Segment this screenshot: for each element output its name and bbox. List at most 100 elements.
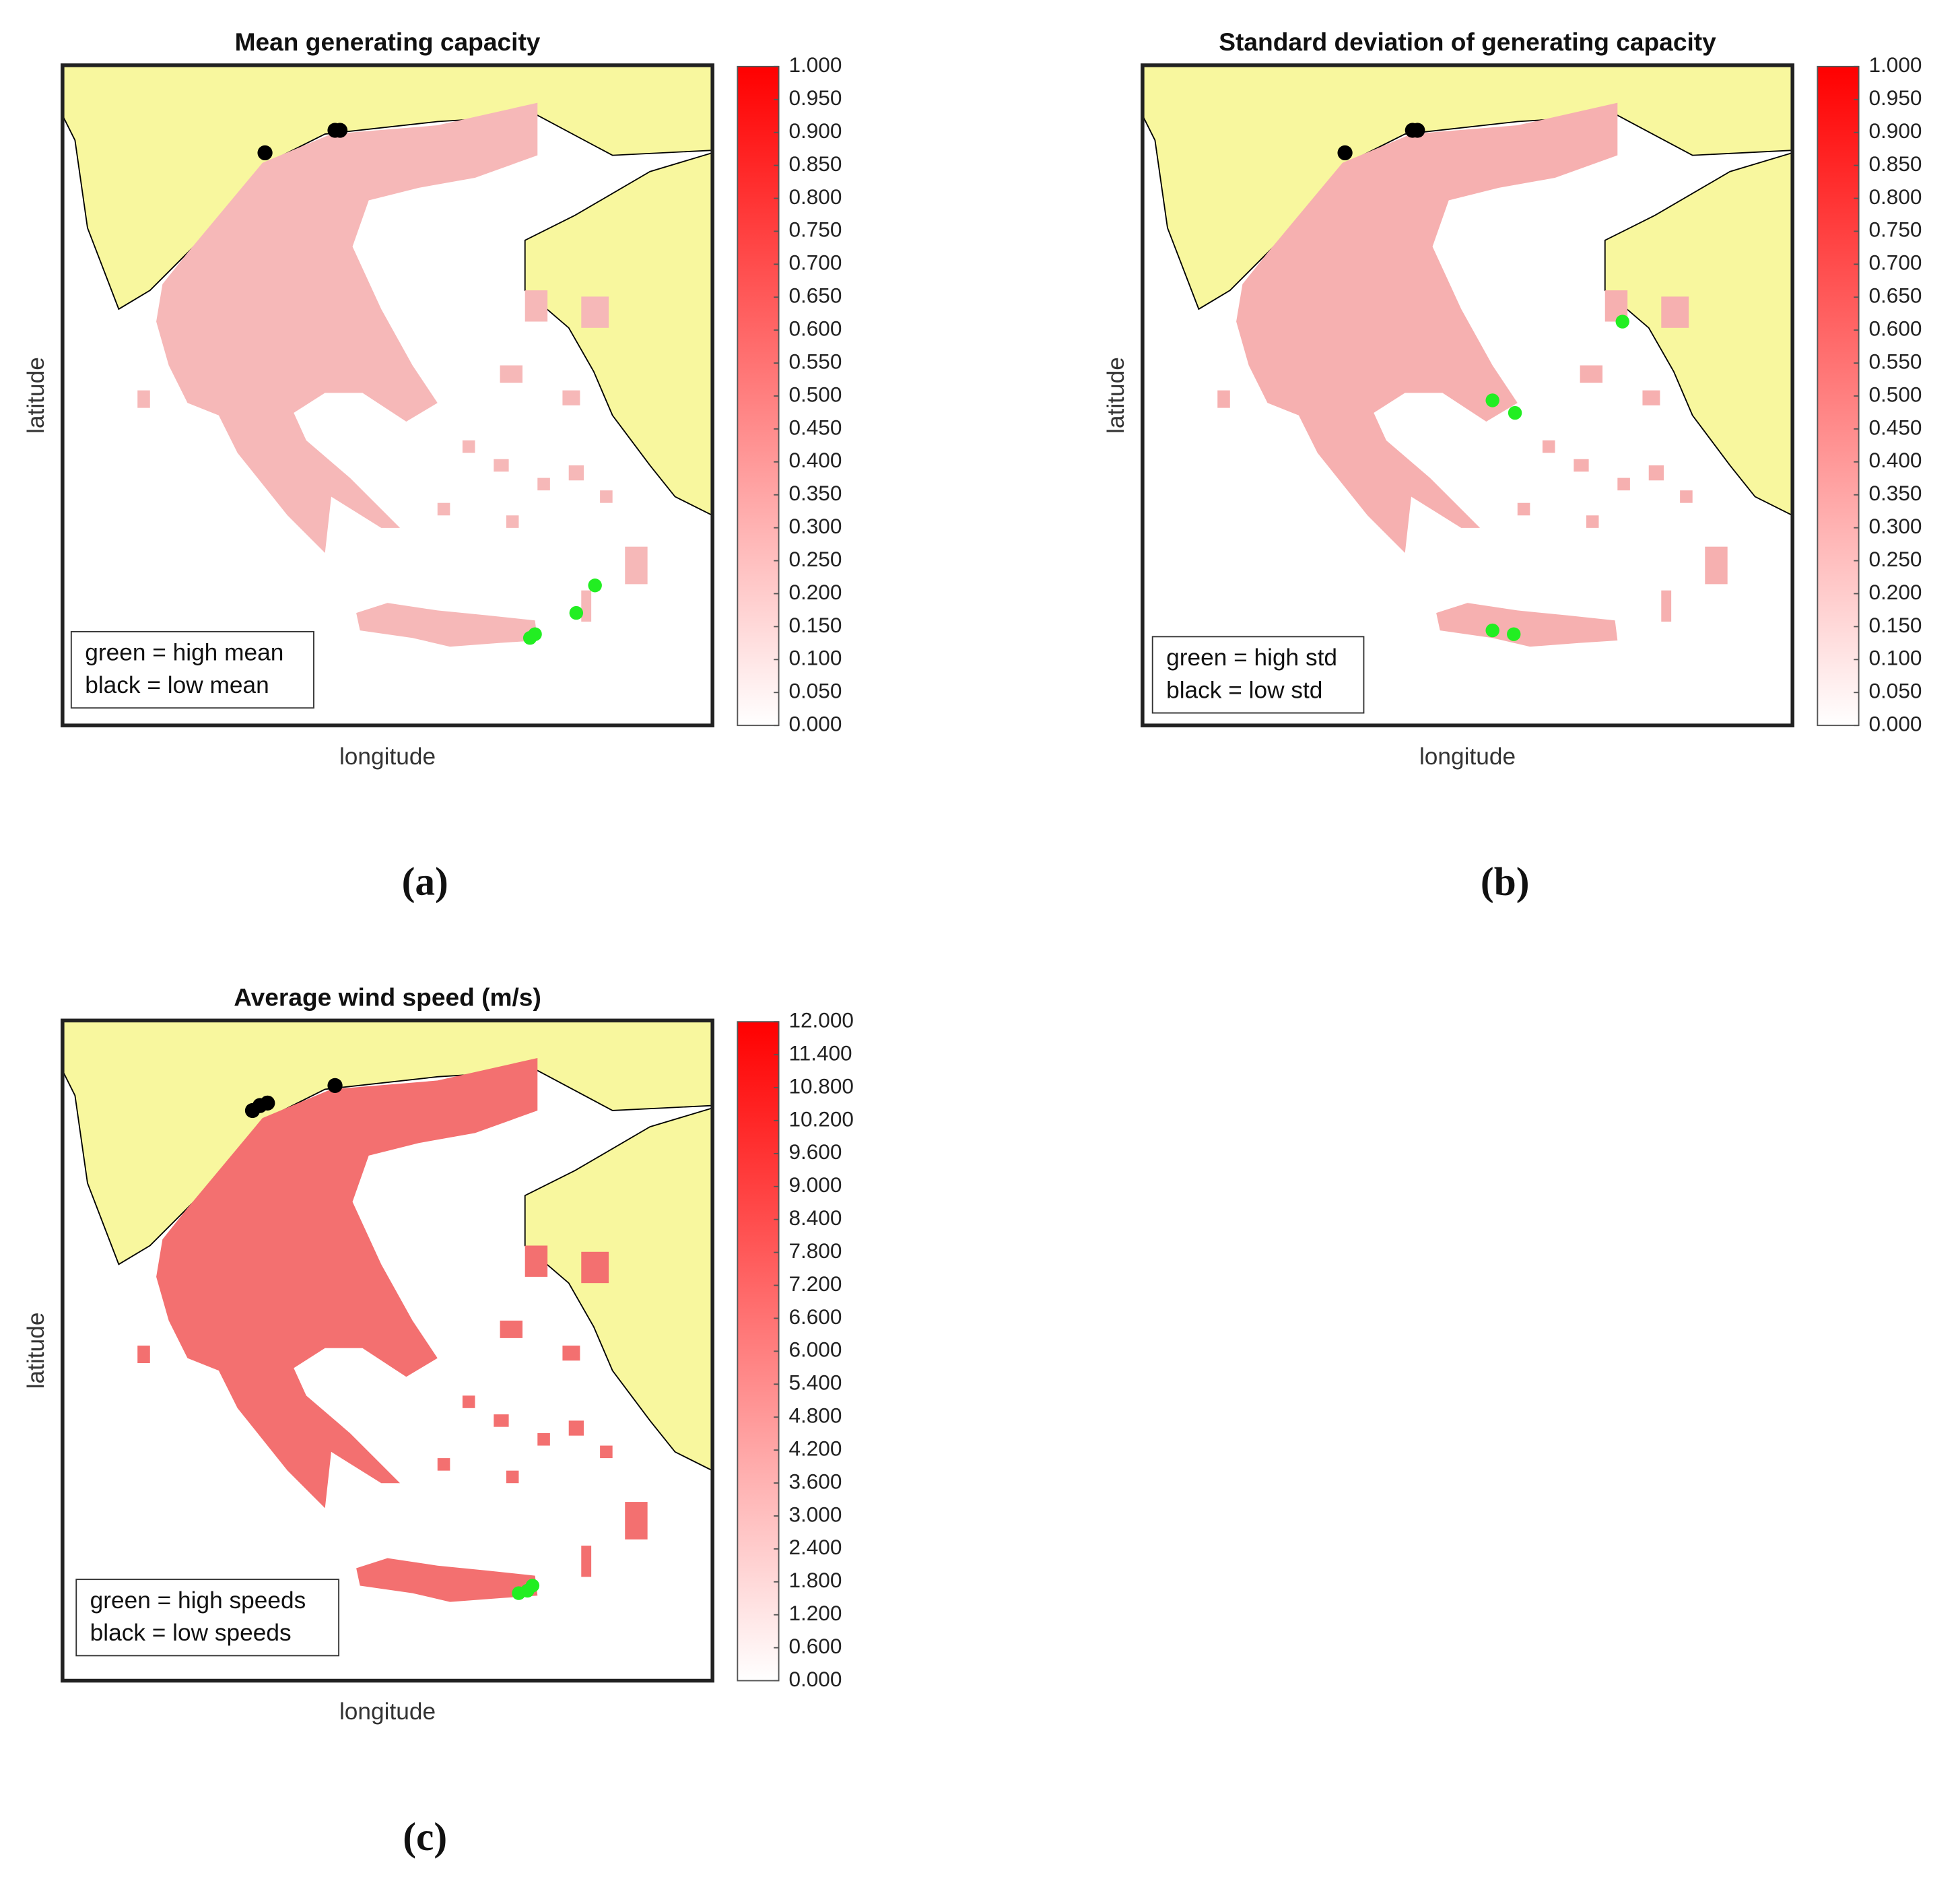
colorbar-tick-label: 0.300 xyxy=(788,514,842,538)
markers xyxy=(1337,123,1629,641)
panel-label: (b) xyxy=(1481,859,1530,903)
colorbar-tick-label: 0.600 xyxy=(1868,316,1922,340)
panel-label: (a) xyxy=(402,859,448,903)
legend-box xyxy=(1151,636,1365,714)
x-axis-label: longitude xyxy=(1419,744,1516,770)
colorbar-tick-label: 9.600 xyxy=(788,1140,842,1164)
high-marker xyxy=(1508,405,1522,420)
legend-box xyxy=(70,631,314,709)
colorbar-tick-label: 0.100 xyxy=(788,646,842,670)
x-axis-label: longitude xyxy=(339,1698,436,1725)
low-marker xyxy=(260,1095,275,1111)
colorbar-tick-label: 0.750 xyxy=(1868,218,1922,242)
colorbar-tick-label: 0.650 xyxy=(788,284,842,308)
high-marker xyxy=(569,605,584,620)
colorbar-tick-label: 0.700 xyxy=(1868,251,1922,275)
high-marker xyxy=(1485,623,1499,638)
colorbar-tick-label: 2.400 xyxy=(788,1535,842,1559)
panel: Mean generating capacity longitude latitud… xyxy=(23,28,842,903)
colorbar-tick-label: 0.000 xyxy=(1868,712,1922,736)
title: Average wind speed (m/s) xyxy=(234,983,541,1012)
low-marker xyxy=(332,123,348,138)
panel: Average wind speed (m/s) longitude latitud… xyxy=(23,983,854,1859)
colorbar-tick-label: 0.000 xyxy=(788,712,842,736)
colorbar-tick-label: 0.400 xyxy=(788,448,842,472)
colorbar-tick-label: 0.800 xyxy=(788,185,842,209)
colorbar-tick-label: 0.800 xyxy=(1868,185,1922,209)
colorbar-tick-label: 0.950 xyxy=(788,86,842,110)
legend-entry: green = high speeds xyxy=(90,1587,306,1614)
low-marker xyxy=(327,1078,343,1093)
colorbar-tick-label: 0.050 xyxy=(788,679,842,703)
high-marker xyxy=(528,627,542,641)
colorbar-tick-label: 0.150 xyxy=(788,613,842,637)
colorbar-tick-label: 0.550 xyxy=(1868,349,1922,373)
colorbar-tick-label: 0.500 xyxy=(1868,382,1922,406)
title: Mean generating capacity xyxy=(235,28,541,56)
colorbar-tick-label: 0.750 xyxy=(788,218,842,242)
map-frame xyxy=(1141,63,1795,727)
y-axis-label: latitude xyxy=(23,357,49,434)
colorbar-tick-label: 0.250 xyxy=(788,547,842,571)
colorbar-tick-label: 12.000 xyxy=(788,1008,854,1032)
y-axis-label: latitude xyxy=(23,1313,49,1389)
colorbar-tick-label: 8.400 xyxy=(788,1206,842,1230)
colorbar-tick-label: 0.000 xyxy=(788,1667,842,1691)
legend-entry: black = low mean xyxy=(85,672,269,698)
colorbar-tick-label: 9.000 xyxy=(788,1173,842,1197)
colorbar-tick-label: 7.800 xyxy=(788,1239,842,1263)
colorbar-tick-label: 0.450 xyxy=(788,415,842,439)
colorbar-tick-label: 0.250 xyxy=(1868,547,1922,571)
colorbar-tick-label: 1.200 xyxy=(788,1601,842,1625)
colorbar-tick-label: 0.400 xyxy=(1868,448,1922,472)
colorbar-tick-label: 11.400 xyxy=(788,1041,852,1065)
legend-entry: black = low std xyxy=(1166,677,1322,703)
colorbar-tick-label: 0.900 xyxy=(788,119,842,143)
colorbar-tick-label: 0.900 xyxy=(1868,119,1922,143)
colorbar-tick-label: 3.000 xyxy=(788,1502,842,1526)
map-frame xyxy=(61,1018,714,1683)
colorbar-tick-label: 0.200 xyxy=(788,580,842,604)
legend-box xyxy=(75,1579,340,1657)
markers xyxy=(244,1078,540,1600)
legend-entry: green = high mean xyxy=(85,640,283,666)
colorbar xyxy=(737,1021,780,1682)
colorbar-tick-label: 0.600 xyxy=(788,1634,842,1658)
colorbar-tick-label: 7.200 xyxy=(788,1272,842,1296)
legend-entry: green = high std xyxy=(1166,645,1337,671)
colorbar-tick-label: 0.850 xyxy=(1868,152,1922,176)
low-marker xyxy=(1410,123,1425,138)
colorbar-tick-label: 3.600 xyxy=(788,1469,842,1493)
high-marker xyxy=(525,1579,540,1593)
x-axis-label: longitude xyxy=(339,744,436,770)
colorbar-tick-label: 0.300 xyxy=(1868,514,1922,538)
colorbar-tick-label: 0.350 xyxy=(788,481,842,505)
legend-entry: black = low speeds xyxy=(90,1620,292,1646)
colorbar-tick-label: 10.800 xyxy=(788,1074,854,1098)
colorbar-tick-label: 0.700 xyxy=(788,251,842,275)
map xyxy=(1142,65,1793,726)
y-axis-label: latitude xyxy=(1103,357,1129,434)
colorbar-tick-label: 0.500 xyxy=(788,382,842,406)
markers xyxy=(257,123,602,645)
low-marker xyxy=(257,145,273,161)
panel: Standard deviation of generating capacit… xyxy=(1103,28,1922,903)
colorbar-tick-label: 0.850 xyxy=(788,152,842,176)
colorbar-tick-label: 1.000 xyxy=(788,53,842,77)
colorbar-tick-label: 0.550 xyxy=(788,349,842,373)
map-frame xyxy=(61,63,714,727)
colorbar-tick-label: 0.350 xyxy=(1868,481,1922,505)
colorbar-tick-label: 10.200 xyxy=(788,1107,854,1131)
high-marker xyxy=(1507,627,1521,641)
colorbar-tick-label: 0.050 xyxy=(1868,679,1922,703)
low-marker xyxy=(1337,145,1353,161)
colorbar-tick-label: 6.000 xyxy=(788,1338,842,1362)
high-marker xyxy=(1615,315,1629,329)
colorbar-tick-label: 0.200 xyxy=(1868,580,1922,604)
colorbar-tick-label: 4.800 xyxy=(788,1404,842,1428)
colorbar-tick-label: 0.450 xyxy=(1868,415,1922,439)
colorbar-tick-label: 0.600 xyxy=(788,316,842,340)
colorbar-tick-label: 5.400 xyxy=(788,1371,842,1395)
colorbar-tick-label: 4.200 xyxy=(788,1436,842,1460)
